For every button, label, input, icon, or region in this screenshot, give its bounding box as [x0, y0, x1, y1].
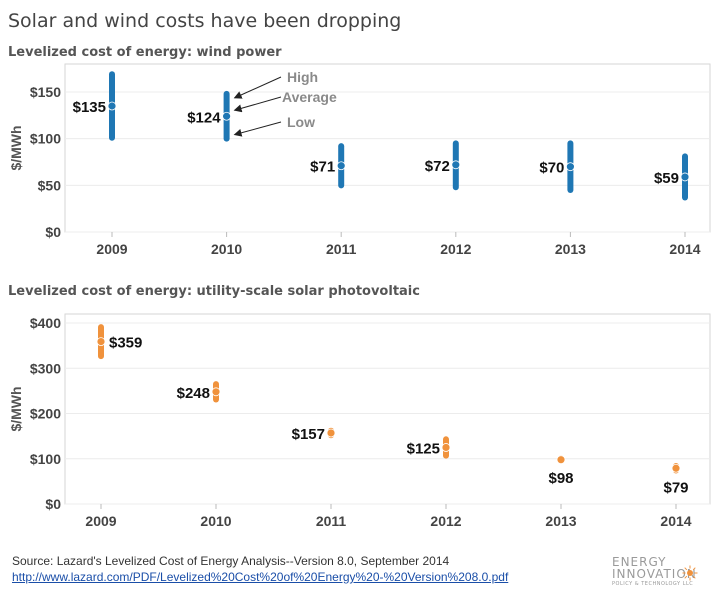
x-tick-label: 2009	[96, 241, 127, 257]
average-point-2011	[326, 428, 336, 438]
source-text: Source: Lazard's Levelized Cost of Energ…	[12, 554, 450, 568]
annotation-arrow-average	[233, 96, 282, 113]
y-tick-label: $100	[30, 131, 61, 147]
value-label-2012: $72	[425, 158, 450, 175]
x-tick-label: 2011	[326, 241, 357, 257]
x-tick-label: 2011	[316, 513, 347, 529]
annotation-high: High	[287, 69, 318, 85]
value-label-2011: $71	[310, 159, 335, 176]
average-point-2009	[107, 101, 117, 111]
value-label-2012: $125	[407, 440, 440, 457]
y-tick-label: $150	[30, 84, 61, 100]
y-axis-label: $/MWh	[8, 386, 24, 431]
x-tick-label: 2012	[430, 513, 461, 529]
plot-frame	[64, 63, 711, 233]
y-tick-label: $300	[30, 360, 61, 376]
average-point-2012	[441, 443, 451, 452]
logo-line-2: INNOVATION	[612, 567, 697, 581]
y-axis-label: $/MWh	[8, 125, 24, 170]
wind-chart-title: Levelized cost of energy: wind power	[8, 45, 282, 60]
average-point-2012	[451, 160, 461, 170]
page-title: Solar and wind costs have been dropping	[8, 10, 402, 32]
logo-line-3: POLICY & TECHNOLOGY LLC	[612, 581, 694, 587]
wind-chart: $0 $50 $100 $150 $/MWh 2009 2010 2011 2012 2013 20…	[8, 63, 711, 257]
average-point-2013	[566, 162, 575, 172]
energy-innovation-logo: ENERGY INNOVATION POLICY & TECHNOLOGY LL…	[612, 556, 712, 596]
source-note: Source: Lazard's Levelized Cost of Energ…	[12, 553, 508, 585]
value-label-2010: $248	[177, 385, 210, 402]
value-label-2011: $157	[292, 426, 325, 443]
average-point-2013	[556, 455, 566, 465]
x-tick-label: 2014	[660, 513, 691, 529]
solar-chart: $0 $100 $200 $300 $400 $/MWh 2009 2010 2011 2012 2…	[8, 313, 711, 529]
annotation-average: Average	[282, 89, 337, 105]
y-tick-label: $0	[45, 496, 61, 512]
annotation-arrow-low	[233, 121, 282, 137]
average-point-2011	[336, 161, 346, 171]
average-point-2009	[96, 337, 106, 346]
x-tick-label: 2012	[440, 241, 471, 257]
value-label-2013: $98	[548, 470, 573, 487]
x-tick-label: 2010	[200, 513, 231, 529]
plot-frame	[64, 313, 711, 505]
value-label-2014: $59	[654, 170, 679, 187]
annotation-low: Low	[287, 114, 315, 130]
x-tick-label: 2014	[669, 241, 700, 257]
value-label-2013: $70	[539, 160, 564, 177]
average-point-2010	[211, 387, 221, 397]
x-tick-label: 2010	[211, 241, 242, 257]
source-link[interactable]: http://www.lazard.com/PDF/Levelized%20Co…	[12, 570, 509, 584]
logo-line-1: ENERGY	[612, 555, 667, 569]
value-label-2014: $79	[663, 480, 688, 497]
x-tick-label: 2009	[85, 513, 116, 529]
y-tick-label: $200	[30, 406, 61, 422]
y-tick-label: $100	[30, 451, 61, 467]
value-label-2010: $124	[187, 109, 221, 126]
y-tick-label: $50	[38, 177, 62, 193]
average-point-2014	[671, 463, 681, 473]
y-tick-label: $400	[30, 315, 61, 331]
average-point-2014	[680, 172, 690, 182]
x-tick-label: 2013	[555, 241, 586, 257]
y-tick-label: $0	[45, 224, 61, 240]
value-label-2009: $359	[109, 335, 142, 352]
annotation-arrow-high	[233, 76, 282, 99]
value-label-2009: $135	[73, 99, 106, 116]
sun-icon	[682, 565, 698, 581]
average-point-2010	[222, 111, 232, 121]
x-tick-label: 2013	[545, 513, 576, 529]
solar-chart-title: Levelized cost of energy: utility-scale …	[8, 284, 420, 299]
